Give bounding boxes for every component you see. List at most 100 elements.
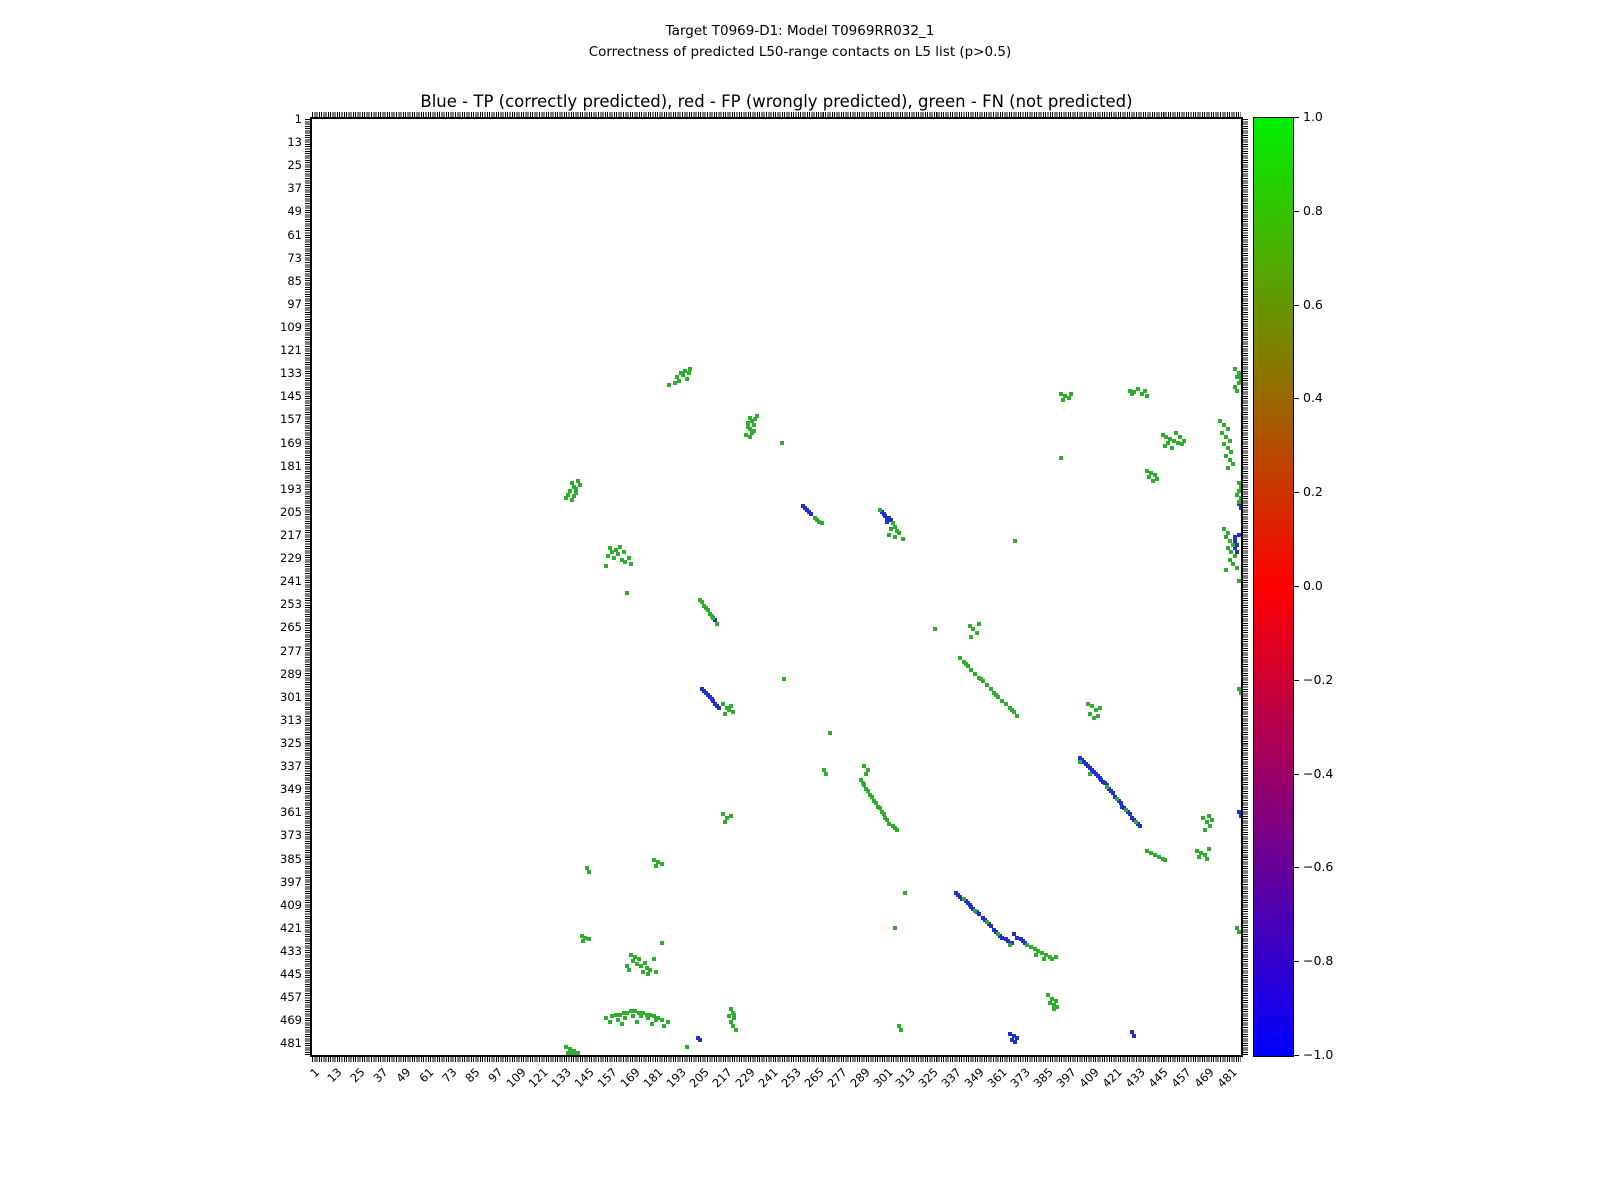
- contact-point-fn: [638, 964, 643, 969]
- contact-point-fn: [1164, 434, 1169, 439]
- contact-point-fn: [699, 600, 704, 605]
- contact-point-fn: [1181, 438, 1186, 443]
- contact-point-fn: [1053, 999, 1058, 1004]
- contact-point-fn: [751, 423, 756, 428]
- colorbar-tick-mark: [1294, 679, 1299, 681]
- contact-point-fn: [633, 1008, 638, 1013]
- contact-point-tp: [1011, 1033, 1016, 1038]
- colorbar-tick-mark: [1294, 210, 1299, 212]
- contact-point-fn: [659, 862, 664, 867]
- contact-point-tp: [1118, 800, 1123, 805]
- contact-point-fn: [1147, 475, 1152, 480]
- contact-point-fn: [1235, 925, 1240, 930]
- contact-point-fn: [1000, 698, 1005, 703]
- y-tick-label: 301: [280, 689, 302, 704]
- contact-point-fn: [1166, 440, 1171, 445]
- colorbar-tick-mark: [1294, 398, 1299, 400]
- contact-point-tp: [1237, 810, 1241, 815]
- contact-point-fn: [1204, 819, 1209, 824]
- contact-point-fn: [1128, 388, 1133, 393]
- contact-point-fn: [1229, 450, 1234, 455]
- contact-point-fn: [1206, 814, 1211, 819]
- x-tick-label: 133: [548, 1065, 575, 1091]
- contact-point-fn: [996, 694, 1001, 699]
- x-tick-label: 1: [306, 1065, 322, 1081]
- contact-point-fn: [627, 556, 632, 561]
- contact-point-fn: [621, 550, 626, 555]
- contact-point-fn: [749, 419, 754, 424]
- y-tick-label: 205: [280, 504, 302, 519]
- contact-point-fn: [1237, 579, 1241, 584]
- contact-point-fn: [585, 866, 590, 871]
- contact-point-fn: [1231, 461, 1236, 466]
- contact-point-tp: [1005, 939, 1010, 944]
- contact-point-fn: [1162, 444, 1167, 449]
- contact-point-fn: [870, 794, 875, 799]
- contact-point-fn: [722, 819, 727, 824]
- axis-minor-ticks-right: [1243, 119, 1248, 1055]
- contact-point-fn: [1114, 796, 1119, 801]
- contact-point-fn: [1049, 997, 1054, 1002]
- colorbar-tick-label: 0.2: [1303, 484, 1323, 500]
- contact-point-fn: [969, 635, 974, 640]
- contact-point-fn: [1086, 702, 1091, 707]
- scatter-points-layer: [312, 119, 1241, 1055]
- contact-point-fn: [1223, 567, 1228, 572]
- contact-point-fn: [625, 590, 630, 595]
- x-tick-label: 205: [686, 1065, 712, 1091]
- y-tick-label: 469: [280, 1013, 302, 1028]
- contact-point-fn: [1225, 427, 1230, 432]
- contact-point-fn: [1095, 714, 1100, 719]
- contact-point-fn: [1007, 943, 1012, 948]
- contact-point-fn: [1206, 846, 1211, 851]
- contact-point-tp: [885, 519, 890, 524]
- contact-point-fn: [667, 382, 672, 387]
- contact-point-fn: [612, 556, 617, 561]
- contact-point-fn: [896, 531, 901, 536]
- contact-point-tp: [1233, 546, 1238, 551]
- contact-point-fn: [1036, 949, 1041, 953]
- contact-point-fn: [724, 816, 729, 821]
- contact-point-fn: [822, 767, 827, 772]
- colorbar-tick-label: −0.2: [1303, 671, 1334, 687]
- x-tick-label: 385: [1030, 1065, 1056, 1091]
- contact-point-fn: [1040, 950, 1045, 955]
- contact-point-fn: [1237, 380, 1241, 385]
- contact-point-fn: [566, 492, 571, 497]
- y-tick-label: 289: [280, 666, 302, 681]
- contact-point-fn: [965, 663, 970, 668]
- contact-point-fn: [887, 821, 892, 826]
- contact-point-tp: [1235, 542, 1240, 547]
- contact-point-fn: [1087, 712, 1092, 717]
- figure-title-line2: Correctness of predicted L50-range conta…: [588, 44, 1012, 60]
- contact-point-fn: [1202, 827, 1207, 832]
- contact-point-fn: [623, 559, 628, 564]
- contact-point-fn: [646, 1016, 651, 1021]
- x-tick-label: 97: [485, 1065, 506, 1086]
- contact-point-fn: [902, 891, 907, 896]
- contact-point-tp: [1015, 935, 1020, 940]
- contact-point-fn: [629, 561, 634, 566]
- colorbar-tick-label: −0.4: [1303, 765, 1334, 781]
- contact-point-fn: [1239, 373, 1241, 378]
- contact-point-fn: [969, 667, 974, 672]
- contact-point-tp: [889, 517, 894, 522]
- contact-point-fn: [1221, 527, 1226, 532]
- contact-point-fn: [1227, 438, 1232, 443]
- x-tick-label: 121: [525, 1065, 552, 1091]
- contact-point-fn: [636, 956, 641, 961]
- contact-point-fn: [885, 818, 890, 823]
- contact-point-fn: [1221, 442, 1226, 447]
- y-tick-label: 109: [280, 320, 302, 334]
- contact-point-fn: [893, 534, 897, 539]
- contact-point-tp: [988, 923, 993, 928]
- contact-point-fn: [1177, 434, 1182, 439]
- x-tick-label: 145: [571, 1065, 598, 1091]
- contact-point-fn: [900, 536, 905, 541]
- contact-point-fn: [1175, 440, 1180, 445]
- x-tick-label: 301: [869, 1065, 896, 1091]
- contact-point-fn: [583, 935, 588, 940]
- contact-point-fn: [1237, 488, 1241, 493]
- contact-point-fn: [1235, 375, 1240, 380]
